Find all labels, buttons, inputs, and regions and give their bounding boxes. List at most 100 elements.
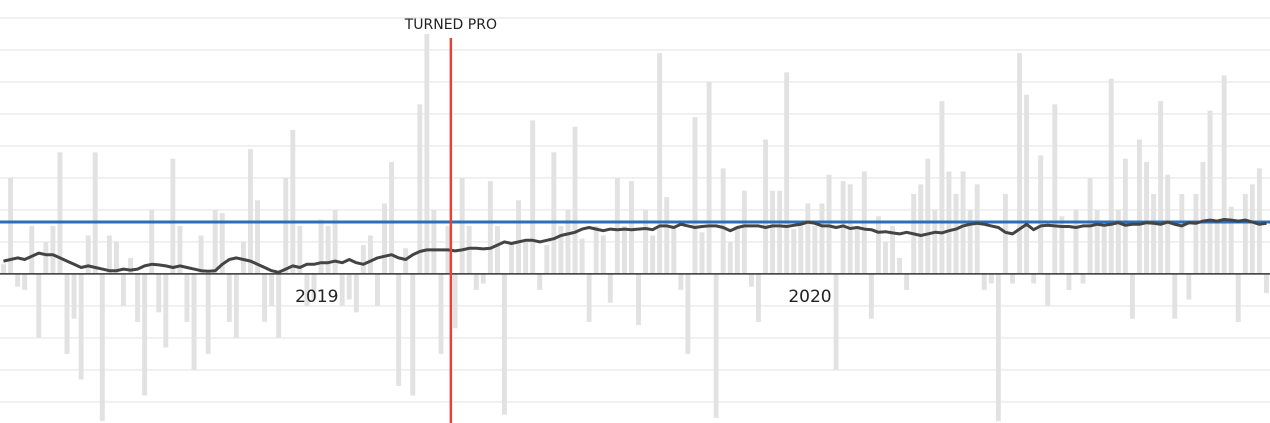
bar [276,273,282,338]
bar [1221,75,1227,274]
x-tick-label: 2019 [295,287,338,307]
bar [1186,273,1192,300]
bar [770,190,776,274]
bar [219,213,225,274]
bar [918,184,924,274]
bar [685,273,691,354]
bar [1031,273,1037,284]
bar [812,225,818,274]
bar [741,190,747,274]
bar [367,235,373,274]
bar [85,235,91,274]
bar [1179,193,1185,274]
bar [1235,273,1241,322]
bar [29,225,35,274]
bar [614,177,620,274]
bar [64,273,70,354]
bar [953,193,959,274]
bar [71,273,77,319]
bar [1010,273,1015,284]
bar [121,273,126,306]
bar [1214,219,1220,274]
bar [558,225,564,274]
bar [706,81,712,274]
bar [1207,110,1213,274]
bar [57,152,63,274]
bar [777,190,783,274]
bar [1129,273,1135,319]
bar [170,158,176,274]
bar [650,235,656,274]
bar [177,225,183,274]
bar [1080,273,1086,284]
bar [113,241,119,274]
bar [551,152,557,274]
bar [8,177,14,274]
bar [530,120,536,274]
bar [438,273,444,354]
bar [621,225,627,274]
bar [756,273,761,322]
bar [473,273,479,290]
bar [459,177,465,274]
bar [925,158,931,274]
bar [868,273,874,319]
bar [92,152,98,274]
bar [833,273,839,370]
bar [43,241,49,274]
bar [466,225,472,274]
bar [537,273,543,290]
bar [805,203,811,274]
bar [480,273,486,284]
bar [516,200,522,274]
bar [1242,193,1248,274]
bar [995,273,1001,422]
bar [410,273,416,396]
bar [1101,225,1107,274]
bar [932,209,938,274]
bar [763,139,768,274]
bar [50,225,56,274]
bar [332,209,338,274]
bar [142,273,148,396]
bar [657,53,663,274]
bar [226,273,232,322]
bar [269,273,275,306]
bar [544,245,550,274]
bar [311,273,317,300]
bar [727,241,733,274]
bar [939,101,945,274]
bar [600,235,606,274]
bar [452,273,458,329]
bar [36,273,42,338]
bar [784,72,790,274]
bar [593,225,599,274]
bar [967,209,973,274]
bar [1165,174,1171,274]
bar [255,200,260,274]
bar [396,273,402,386]
bar [1137,139,1142,274]
bar [99,273,105,422]
bar [826,174,832,274]
bar [565,209,571,274]
bar [1017,53,1022,274]
bar [1115,209,1121,274]
bar [523,241,529,274]
bar [233,273,239,338]
bar [487,181,493,274]
bar [15,273,21,287]
bar [572,126,578,274]
bar [883,241,888,274]
bar [1249,184,1255,274]
bar [1122,158,1128,274]
x-tick-label: 2020 [788,287,831,307]
bar [1193,193,1199,274]
bar [163,273,169,348]
bar [325,225,331,274]
bar [607,273,613,303]
bar [890,225,895,274]
bar [149,209,155,274]
bar [1151,193,1157,274]
bar [502,273,507,415]
